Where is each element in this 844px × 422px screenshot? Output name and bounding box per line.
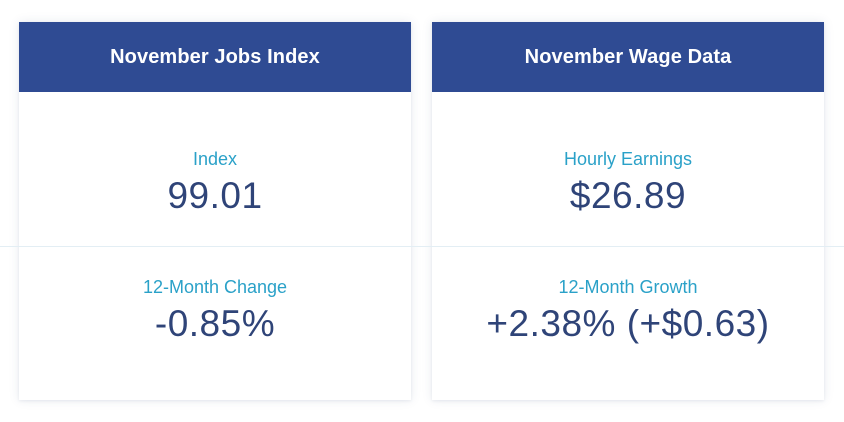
twelve-month-change-stat: 12-Month Change -0.85%	[19, 276, 411, 346]
twelve-month-growth-stat: 12-Month Growth +2.38% (+$0.63)	[432, 276, 824, 346]
jobs-index-header: November Jobs Index	[19, 22, 411, 92]
hourly-earnings-stat: Hourly Earnings $26.89	[432, 148, 824, 218]
twelve-month-change-value: -0.85%	[154, 303, 276, 344]
hourly-earnings-label: Hourly Earnings	[563, 149, 693, 169]
index-stat: Index 99.01	[19, 148, 411, 218]
twelve-month-growth-label: 12-Month Growth	[558, 277, 698, 297]
wage-data-card: November Wage Data Hourly Earnings $26.8…	[432, 22, 824, 400]
index-label: Index	[192, 149, 238, 169]
twelve-month-growth-value: +2.38% (+$0.63)	[486, 303, 770, 344]
row-divider	[0, 246, 844, 247]
twelve-month-change-label: 12-Month Change	[142, 277, 288, 297]
index-value: 99.01	[167, 175, 263, 216]
hourly-earnings-value: $26.89	[569, 175, 687, 216]
wage-data-header: November Wage Data	[432, 22, 824, 92]
jobs-index-card: November Jobs Index Index 99.01 12-Month…	[19, 22, 411, 400]
